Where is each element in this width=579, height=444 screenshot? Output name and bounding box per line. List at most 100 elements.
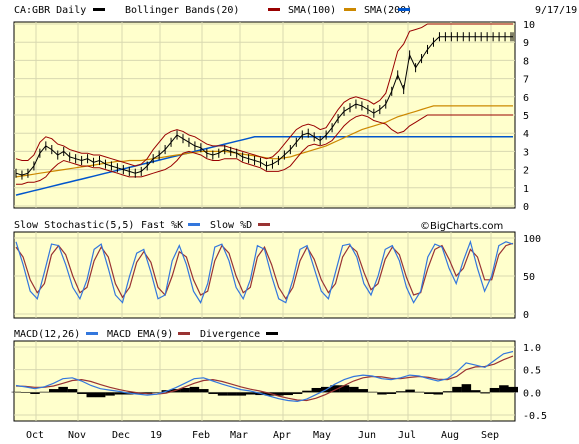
ema-label: MACD EMA(9)	[107, 329, 173, 340]
macd-panel	[13, 340, 516, 422]
ema-swatch	[178, 332, 190, 335]
symbol-label: CA:GBR Daily	[14, 5, 86, 16]
macd-lines	[11, 350, 518, 403]
divergence-label: Divergence	[200, 329, 260, 340]
divergence-bar	[292, 392, 303, 394]
divergence-bar	[386, 392, 397, 394]
divergence-bar	[67, 389, 78, 393]
macd-title: MACD(12,26)	[14, 329, 80, 340]
slow-swatch	[258, 223, 270, 226]
fast-label: Fast %K	[141, 220, 183, 231]
divergence-bar	[395, 391, 406, 393]
divergence-bar	[86, 392, 97, 398]
sma200-swatch	[398, 8, 410, 11]
divergence-bar	[227, 392, 237, 396]
bollinger-lower-line	[16, 114, 513, 185]
price-tick-5: 5	[523, 111, 529, 122]
macd-legend: MACD(12,26) MACD EMA(9) Divergence	[14, 329, 278, 340]
month-label-Mar: Mar	[230, 430, 248, 441]
divergence-bar	[414, 391, 425, 393]
bollinger-upper-line	[15, 23, 513, 167]
price-tick-4: 4	[523, 129, 529, 140]
bollinger-swatch	[268, 8, 280, 11]
divergence-bar	[508, 386, 518, 393]
month-label-Sep: Sep	[481, 430, 499, 441]
price-tick-6: 6	[523, 93, 529, 104]
sma200-label: SMA(200)	[364, 5, 412, 16]
macd-tick-0: 0.0	[523, 388, 541, 399]
divergence-bar	[442, 391, 453, 393]
divergence-bar	[58, 386, 68, 393]
slow-label: Slow %D	[210, 220, 252, 231]
divergence-bar	[480, 392, 490, 394]
divergence-bar	[217, 392, 228, 396]
divergence-bar	[49, 389, 59, 393]
macd-tick--0.5: -0.5	[523, 411, 547, 422]
divergence-bar	[20, 392, 31, 393]
month-label-May: May	[313, 430, 331, 441]
price-tick-8: 8	[523, 56, 529, 67]
divergence-bar	[236, 392, 247, 396]
month-label-Oct: Oct	[26, 430, 44, 441]
month-label-Aug: Aug	[441, 430, 459, 441]
macd-tick-0.5: 0.5	[523, 366, 541, 377]
date-label: 9/17/19	[535, 5, 577, 16]
month-label-Feb: Feb	[192, 430, 210, 441]
price-tick-2: 2	[523, 166, 529, 177]
divergence-bar	[95, 392, 106, 398]
price-legend: CA:GBR Daily Bollinger Bands(20) SMA(100…	[14, 5, 577, 16]
divergence-bar	[405, 389, 415, 393]
sma100-swatch	[344, 8, 356, 11]
stoch-legend: Slow Stochastic(5,5) Fast %K Slow %D ©Bi…	[14, 220, 503, 232]
fast-swatch	[188, 223, 200, 226]
price-tick-3: 3	[523, 147, 529, 158]
divergence-bar	[39, 391, 50, 393]
divergence-bar	[461, 384, 472, 393]
month-label-19: 19	[150, 430, 162, 441]
divergence-bar	[274, 392, 284, 396]
divergence-bar	[489, 387, 500, 393]
divergence-bar	[377, 392, 387, 395]
month-label-Jun: Jun	[358, 430, 376, 441]
month-label-Nov: Nov	[68, 430, 86, 441]
divergence-bar	[283, 392, 293, 396]
divergence-bar	[180, 387, 190, 393]
divergence-bar	[11, 391, 21, 393]
sma100-label: SMA(100)	[288, 5, 336, 16]
divergence-bar	[470, 390, 481, 393]
price-tick-1: 1	[523, 184, 529, 195]
price-axis: 0 1 2 3 4 5 6 7 8 9 10	[523, 20, 535, 213]
price-tick-0: 0	[523, 202, 529, 213]
month-label-Jul: Jul	[398, 430, 416, 441]
watermark: ©BigCharts.com	[420, 221, 503, 232]
price-tick-7: 7	[523, 75, 529, 86]
divergence-bar	[424, 392, 434, 394]
stoch-tick-0: 0	[523, 310, 529, 321]
macd-tick-1: 1.0	[523, 343, 541, 354]
x-axis: Oct Nov Dec 19 Feb Mar Apr May Jun Jul Aug Sep	[26, 430, 499, 441]
sma200-line	[15, 136, 513, 196]
price-tick-10: 10	[523, 20, 535, 31]
divergence-bar	[311, 387, 322, 393]
divergence-bar	[105, 392, 115, 396]
stoch-lines	[15, 239, 514, 304]
price-lines	[15, 23, 514, 196]
divergence-bar	[358, 389, 368, 393]
stoch-title: Slow Stochastic(5,5)	[14, 220, 134, 231]
stoch-tick-50: 50	[523, 272, 535, 283]
month-label-Apr: Apr	[273, 430, 291, 441]
month-label-Dec: Dec	[112, 430, 130, 441]
macd-signal-line	[15, 355, 514, 402]
divergence-bar	[189, 386, 200, 393]
divergence-bar	[349, 386, 359, 393]
bollinger-label: Bollinger Bands(20)	[125, 5, 239, 16]
divergence-bar	[499, 385, 509, 393]
slow-d-line	[15, 242, 514, 300]
divergence-bar	[208, 392, 218, 394]
macd-line	[15, 350, 514, 403]
divergence-bar	[114, 392, 125, 395]
divergence-bar	[433, 392, 443, 395]
symbol-swatch	[93, 8, 105, 11]
divergence-bar	[367, 391, 378, 393]
stoch-panel	[13, 231, 516, 319]
